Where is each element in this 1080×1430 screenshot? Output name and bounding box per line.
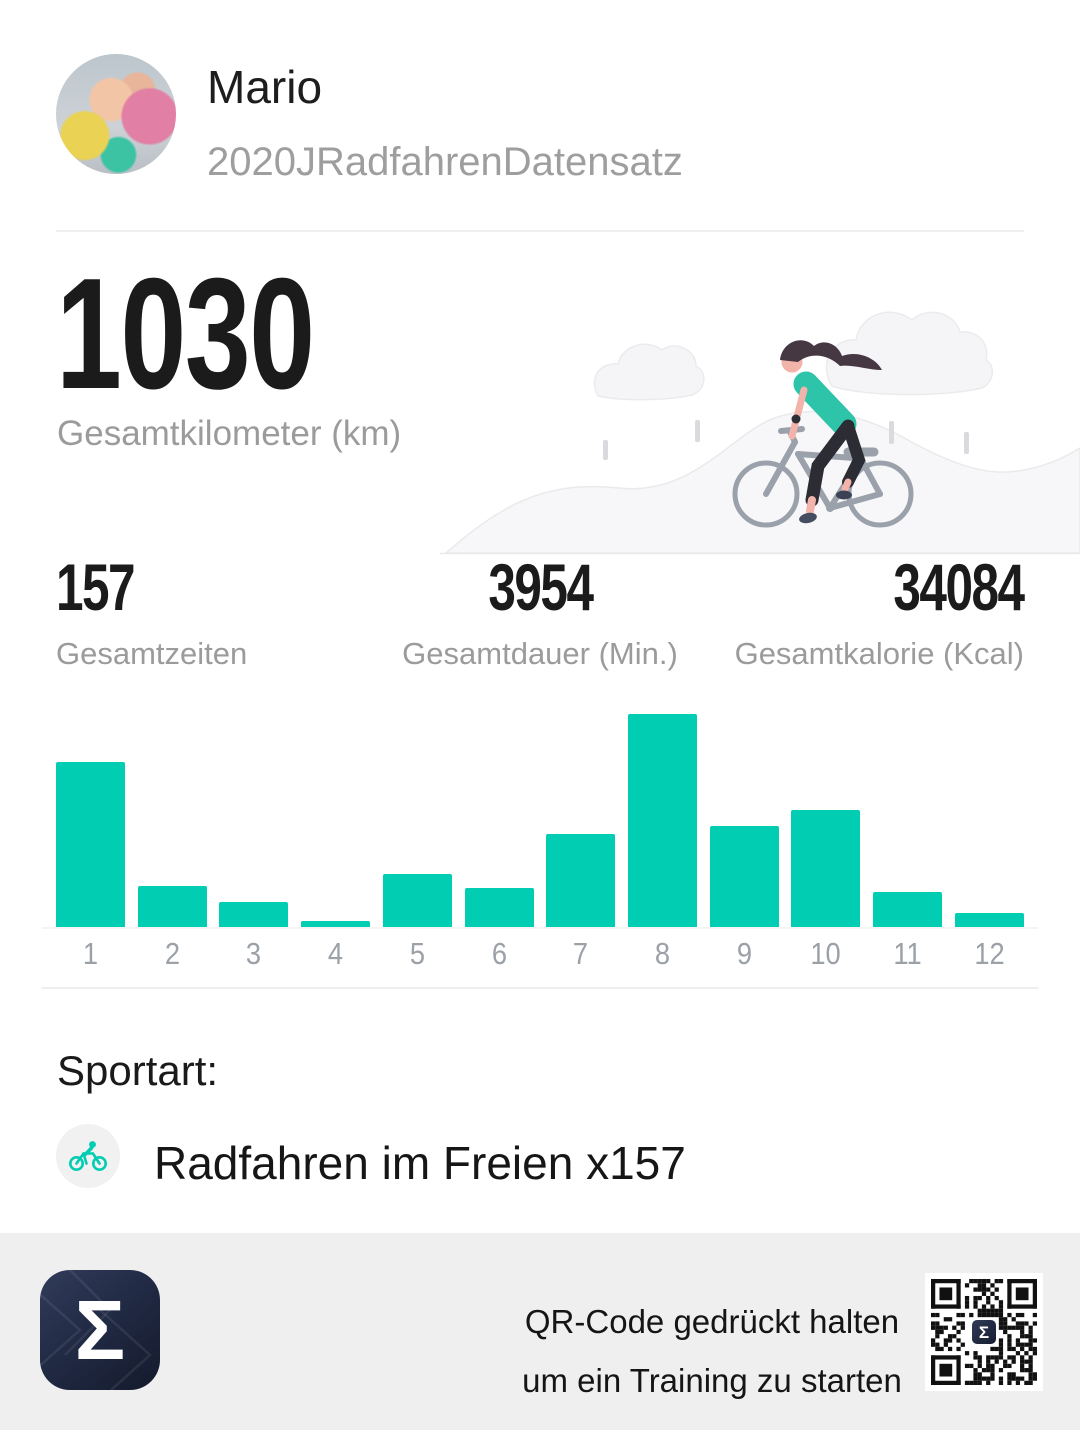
stat-total-calories-value: 34084: [893, 550, 1026, 624]
sigma-glyph: Σ: [74, 1283, 126, 1377]
bar-month-1: [56, 762, 125, 927]
hill: [443, 410, 1080, 554]
chart-divider: [42, 987, 1038, 989]
month-label-6: 6: [491, 936, 507, 971]
avatar: [56, 54, 176, 174]
bar-month-10: [791, 810, 861, 927]
sport-type-heading: Sportart:: [57, 1047, 219, 1094]
stat-total-times-value: 157: [56, 550, 136, 624]
month-label-12: 12: [974, 936, 1005, 971]
qr-center-logo: Σ: [970, 1318, 998, 1346]
chart-month-labels: 1 2 3 4 5 6 7 8 9 10 11 12: [56, 936, 1024, 972]
stat-total-calories-label: Gesamtkalorie (Kcal): [734, 636, 1024, 671]
bar-month-12: [954, 913, 1024, 927]
fence-post: [603, 440, 608, 460]
month-label-4: 4: [328, 936, 344, 971]
stat-total-duration-value: 3954: [487, 550, 594, 624]
bar-month-3: [219, 902, 289, 927]
chart-baseline: [42, 927, 1038, 929]
cyclist-illustration: [440, 311, 1080, 555]
footer-bar: [0, 1233, 1080, 1430]
user-name: Mario: [207, 61, 323, 113]
bar-month-4: [301, 921, 371, 927]
cyclist: [780, 340, 882, 524]
fence-post: [695, 420, 700, 442]
header-divider: [56, 230, 1024, 232]
qr-instruction-line1: QR-Code gedrückt halten: [524, 1303, 900, 1340]
total-kilometers-label: Gesamtkilometer (km): [57, 414, 402, 453]
fence-post: [964, 432, 969, 454]
sport-type-label: Radfahren im Freien x157: [154, 1137, 686, 1189]
bar-month-6: [464, 888, 534, 927]
cycling-icon: [69, 1141, 107, 1171]
dataset-name: 2020JRadfahrenDatensatz: [207, 140, 683, 184]
month-label-7: 7: [573, 936, 589, 971]
stat-total-times-label: Gesamtzeiten: [56, 636, 248, 671]
month-label-5: 5: [409, 936, 425, 971]
month-label-10: 10: [810, 936, 842, 971]
sport-icon-badge: [56, 1124, 120, 1188]
month-label-8: 8: [654, 936, 671, 971]
zepp-logo: Σ: [40, 1270, 160, 1390]
total-kilometers-value: 1030: [56, 246, 315, 422]
stat-total-times: 157 Gesamtzeiten: [56, 554, 247, 672]
month-label-2: 2: [164, 936, 180, 971]
bar-month-9: [709, 826, 779, 927]
stat-total-calories: 34084 Gesamtkalorie (Kcal): [734, 550, 1026, 672]
cloud-icon: [593, 343, 705, 401]
bar-month-7: [546, 834, 616, 927]
month-label-1: 1: [82, 936, 99, 971]
month-label-3: 3: [246, 936, 262, 971]
fence-post: [889, 421, 894, 444]
qr-instruction-line2: um ein Training zu starten: [522, 1362, 902, 1399]
qr-instruction: QR-Code gedrückt halten um ein Training …: [512, 1292, 912, 1410]
qr-code[interactable]: Σ: [925, 1273, 1043, 1391]
bar-month-2: [137, 886, 207, 927]
stat-total-duration-label: Gesamtdauer (Min.): [402, 636, 678, 671]
month-label-9: 9: [736, 936, 752, 971]
monthly-bar-chart: [56, 712, 1024, 927]
bar-month-8: [628, 714, 698, 927]
bar-month-5: [382, 874, 452, 927]
cloud-icon: [825, 311, 994, 396]
bar-month-11: [873, 892, 943, 927]
stat-total-duration: 3954 Gesamtdauer (Min.): [0, 554, 1080, 672]
month-label-11: 11: [893, 936, 922, 971]
